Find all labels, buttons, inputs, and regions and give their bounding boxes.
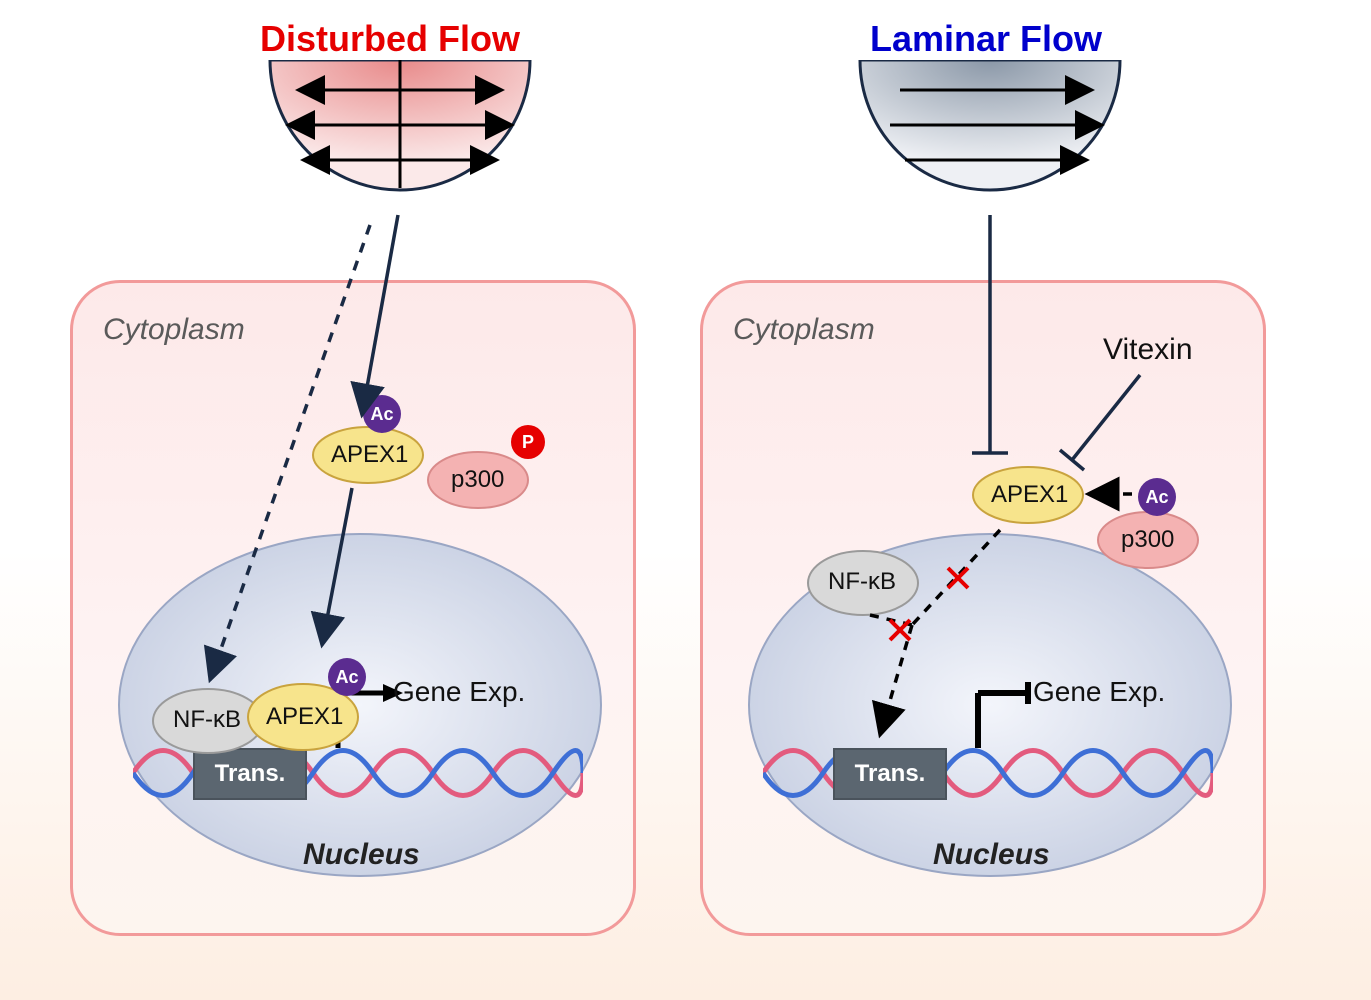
diagram-canvas: Disturbed Flow Laminar Flow	[0, 0, 1371, 1000]
arrows-overlay	[0, 0, 1371, 1000]
